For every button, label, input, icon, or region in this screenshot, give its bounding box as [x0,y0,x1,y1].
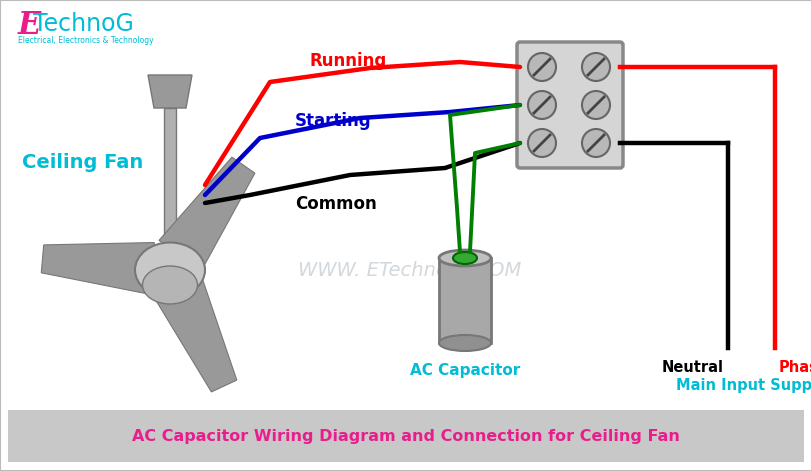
Text: WWW. ETechnoG. COM: WWW. ETechnoG. COM [298,260,521,279]
Text: E: E [18,10,41,41]
Text: Ceiling Fan: Ceiling Fan [22,153,143,171]
Ellipse shape [439,250,491,266]
Text: Main Input Supply: Main Input Supply [675,378,811,393]
Text: Common: Common [294,195,376,213]
Bar [164,108,176,242]
Polygon shape [159,157,255,270]
Bar [439,258,491,343]
Text: Phase: Phase [778,360,811,375]
Ellipse shape [453,252,476,264]
Polygon shape [41,243,154,294]
Circle shape [581,53,609,81]
Polygon shape [154,276,237,392]
Ellipse shape [439,335,491,351]
Circle shape [527,129,556,157]
Text: Running: Running [310,52,387,70]
Circle shape [581,129,609,157]
Text: AC Capacitor: AC Capacitor [410,363,520,378]
Ellipse shape [142,266,197,304]
Circle shape [527,91,556,119]
Text: Starting: Starting [294,112,371,130]
Circle shape [527,53,556,81]
Text: AC Capacitor Wiring Diagram and Connection for Ceiling Fan: AC Capacitor Wiring Diagram and Connecti… [132,429,679,444]
Bar [8,410,803,462]
FancyBboxPatch shape [517,42,622,168]
Circle shape [581,91,609,119]
Polygon shape [148,75,191,108]
Ellipse shape [135,243,204,298]
Text: TechnoG: TechnoG [33,12,134,36]
Text: Electrical, Electronics & Technology: Electrical, Electronics & Technology [18,36,153,45]
Text: Neutral: Neutral [661,360,723,375]
